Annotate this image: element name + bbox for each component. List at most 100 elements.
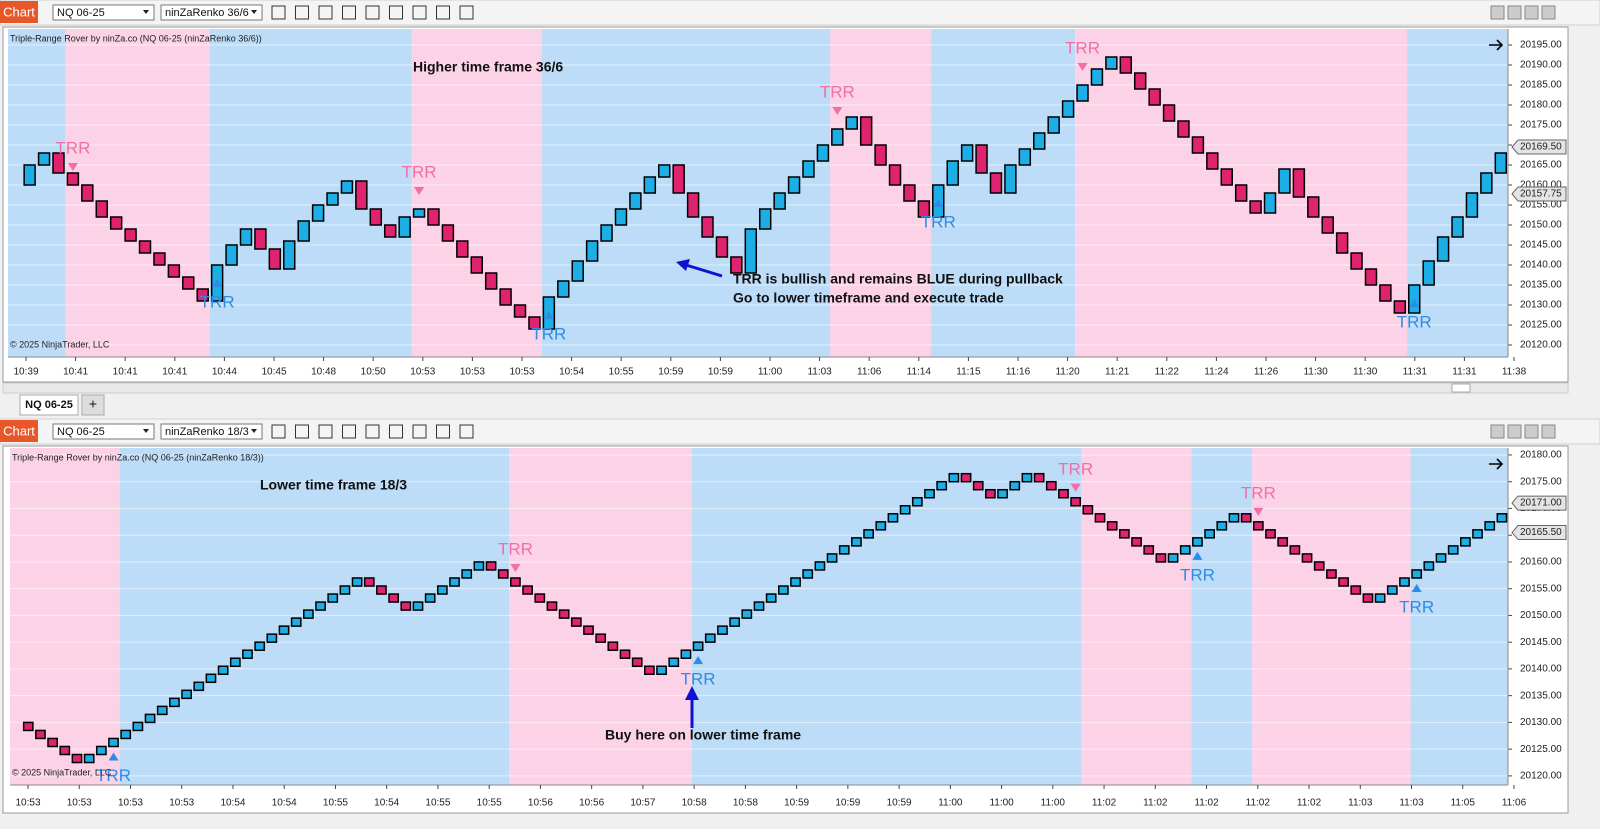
window-control[interactable] [1507,5,1522,20]
x-tick-label: 10:48 [311,367,336,378]
toolbar-icon[interactable] [318,424,333,439]
toolbar-icon[interactable] [271,424,286,439]
toolbar-icon[interactable] [342,5,356,20]
renko-brick [1364,268,1378,286]
x-tick-label: 11:05 [1451,798,1476,809]
x-tick-label: 10:54 [559,367,584,378]
toolbar-icon[interactable] [271,5,286,20]
window-control[interactable] [1541,5,1556,20]
signal-arrow [67,163,78,171]
renko-brick [1472,529,1483,539]
renko-brick [205,673,217,684]
annotation-arrow [685,263,723,278]
renko-brick [997,488,1008,499]
x-tick-label: 11:00 [938,798,963,809]
toolbar-icon[interactable] [295,5,309,20]
toolbar-icon[interactable] [436,424,450,439]
y-tick-label: 20135.00 [1520,280,1562,291]
renko-brick [254,641,266,651]
renko-brick [686,192,700,218]
y-tick-label: 20160.00 [1520,557,1562,568]
add-tab[interactable] [81,394,105,416]
toolbar-icon[interactable] [389,424,403,439]
toolbar-icon[interactable] [295,424,309,439]
price-marker-label: 20157.75 [1520,189,1562,200]
renko-brick [1326,569,1337,579]
nav-arrow[interactable] [1489,458,1504,470]
toolbar-icon[interactable] [459,5,474,20]
tab[interactable] [19,394,79,416]
renko-brick [802,569,814,579]
scrollbar[interactable] [2,382,1569,394]
y-tick-label: 20145.00 [1520,240,1562,251]
chart-button[interactable] [0,1,38,23]
x-tick-label: 11:31 [1452,367,1477,378]
x-tick-label: 11:26 [1254,367,1279,378]
renko-brick [1143,545,1155,555]
signal-label: TRR [402,162,437,181]
renko-brick [326,192,339,206]
renko-brick [899,505,911,515]
signal-arrow [108,752,119,761]
renko-brick [388,593,400,603]
toolbar-icon[interactable] [342,424,356,439]
bar-type-select[interactable] [160,4,263,21]
nav-arrow[interactable] [1489,39,1504,51]
renko-brick [355,180,368,210]
signal-arrow [832,107,843,115]
x-tick-label: 10:59 [708,367,733,378]
renko-brick [972,480,984,491]
x-tick-label: 10:53 [15,798,40,809]
renko-brick [1362,593,1374,603]
x-tick-label: 11:03 [1348,798,1373,809]
toolbar-icon[interactable] [412,424,427,439]
window-control[interactable] [1541,424,1556,439]
window-control[interactable] [1524,424,1539,439]
renko-brick [1191,136,1205,154]
window-control[interactable] [1490,424,1505,439]
instrument-select[interactable] [52,423,155,440]
renko-brick [946,160,959,186]
y-tick-label: 20175.00 [1520,120,1562,131]
signal-label: TRR [55,138,90,157]
window-control[interactable] [1524,5,1539,20]
renko-brick [1249,200,1262,214]
renko-brick [924,488,935,499]
scrollbar-thumb[interactable] [1451,383,1471,393]
renko-brick [985,488,996,499]
add-tab-label: + [89,396,97,412]
x-tick-label: 10:45 [261,367,286,378]
renko-brick [753,601,765,611]
y-tick-label: 20140.00 [1520,664,1562,675]
x-tick-label: 10:55 [425,798,450,809]
y-tick-label: 20125.00 [1520,744,1562,755]
renko-brick [1119,56,1133,74]
renko-brick [875,521,887,531]
renko-brick [510,577,521,587]
toolbar-icon[interactable] [459,424,474,439]
renko-brick [863,529,874,539]
renko-brick [278,625,290,635]
toolbar-icon[interactable] [365,424,380,439]
renko-brick [1133,72,1147,90]
window-control[interactable] [1507,424,1522,439]
window-control[interactable] [1490,5,1505,20]
toolbar-icon[interactable] [389,5,403,20]
trend-zone [931,29,1076,357]
x-tick-label: 10:39 [13,367,38,378]
toolbar-icon[interactable] [365,5,380,20]
chart-button[interactable] [0,420,38,442]
toolbar-icon[interactable] [318,5,333,20]
toolbar-icon[interactable] [436,5,450,20]
renko-brick [108,737,119,748]
renko-brick [1118,529,1130,539]
annotation: Go to lower timeframe and execute trade [733,290,1004,306]
instrument-select[interactable] [52,4,155,21]
renko-brick [239,228,253,246]
renko-brick [1411,569,1423,579]
bar-type-select[interactable] [160,423,263,440]
price-marker-label: 20169.50 [1520,142,1562,153]
renko-brick [383,224,397,238]
renko-brick [37,152,51,166]
toolbar-icon[interactable] [412,5,427,20]
